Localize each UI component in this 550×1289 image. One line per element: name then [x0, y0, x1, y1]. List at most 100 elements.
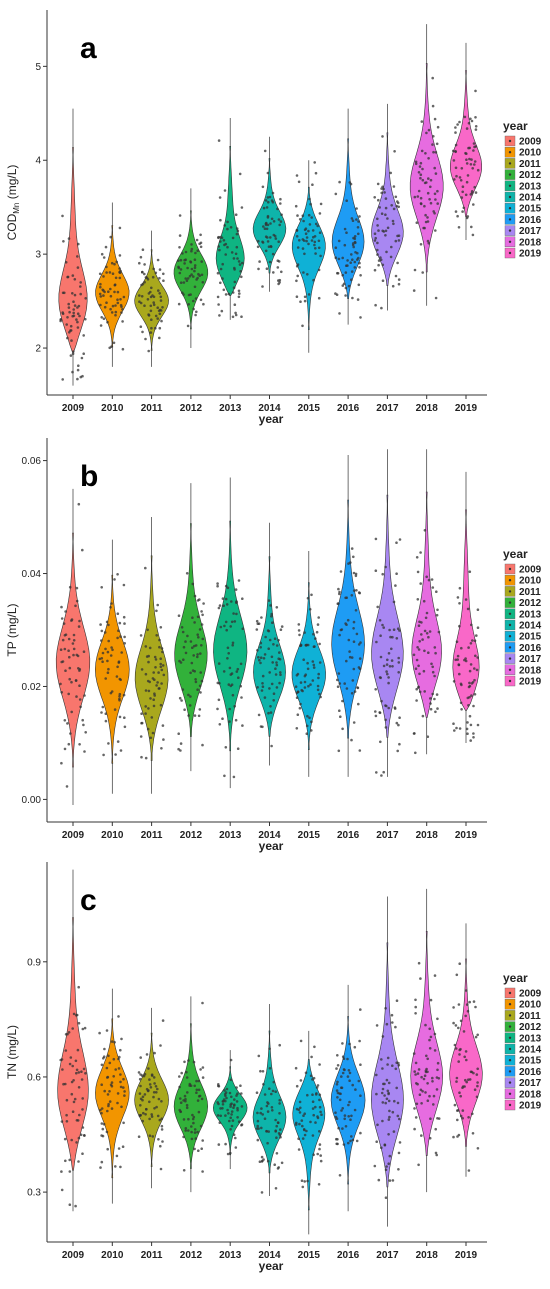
- data-point: [347, 1141, 350, 1145]
- data-point: [179, 742, 183, 745]
- data-point: [301, 689, 304, 693]
- data-point: [192, 275, 195, 278]
- data-point: [259, 661, 262, 665]
- data-point: [311, 1078, 314, 1081]
- data-point: [317, 616, 321, 619]
- data-point: [144, 689, 148, 692]
- data-point: [155, 634, 158, 637]
- data-point: [216, 271, 220, 275]
- data-point: [390, 647, 393, 651]
- data-point: [105, 301, 108, 305]
- data-point: [100, 711, 103, 714]
- data-point: [340, 1075, 343, 1078]
- data-point: [123, 1090, 126, 1093]
- data-point: [193, 1147, 196, 1151]
- data-point: [436, 1061, 440, 1065]
- data-point: [454, 658, 458, 662]
- data-point: [76, 266, 80, 269]
- legend-label: 2014: [519, 1045, 542, 1056]
- data-point: [265, 1130, 269, 1133]
- data-point: [337, 672, 341, 675]
- data-point: [100, 1083, 103, 1086]
- data-point: [347, 638, 351, 642]
- data-point: [197, 1079, 201, 1083]
- data-point: [388, 1179, 392, 1182]
- data-point: [240, 261, 244, 265]
- data-point: [152, 698, 155, 701]
- data-point: [279, 202, 282, 205]
- data-point: [196, 249, 199, 252]
- data-point: [265, 227, 269, 231]
- data-point: [161, 1019, 165, 1022]
- data-point: [414, 1116, 418, 1119]
- data-point: [455, 1076, 459, 1080]
- data-point: [187, 1117, 190, 1121]
- data-point: [63, 1137, 67, 1141]
- data-point: [153, 694, 156, 697]
- data-point: [316, 1152, 320, 1156]
- data-point: [377, 1178, 381, 1182]
- data-point: [229, 1058, 233, 1062]
- data-point: [317, 1183, 321, 1186]
- data-point: [273, 234, 277, 238]
- data-point: [356, 686, 360, 690]
- data-point: [75, 653, 79, 657]
- data-point: [414, 667, 418, 670]
- data-point: [265, 1104, 269, 1108]
- data-point: [259, 1111, 263, 1115]
- data-point: [119, 1165, 122, 1169]
- data-point: [270, 217, 274, 221]
- data-point: [268, 260, 272, 264]
- data-point: [140, 755, 143, 759]
- data-point: [196, 633, 199, 636]
- y-axis-title-unit: (mg/L): [5, 1025, 19, 1063]
- data-point: [309, 1074, 313, 1078]
- data-point: [151, 1135, 155, 1138]
- data-point: [75, 1071, 78, 1075]
- data-point: [256, 622, 260, 625]
- data-point: [359, 1008, 362, 1011]
- data-point: [374, 537, 378, 541]
- data-point: [435, 1153, 439, 1157]
- data-point: [393, 150, 396, 153]
- data-point: [419, 977, 422, 980]
- data-point: [454, 210, 458, 213]
- y-tick-label: 4: [35, 156, 41, 167]
- legend-dot: [508, 184, 512, 187]
- data-point: [71, 352, 75, 356]
- data-point: [385, 1078, 389, 1082]
- legend-label: 2012: [519, 170, 542, 181]
- x-tick-label: 2015: [298, 1250, 321, 1261]
- data-point: [352, 620, 356, 624]
- violin-body: [371, 132, 404, 286]
- data-point: [144, 705, 147, 708]
- data-point: [144, 645, 148, 648]
- legend-dot: [508, 646, 512, 649]
- data-point: [348, 655, 352, 659]
- data-point: [116, 573, 119, 576]
- data-point: [106, 1147, 109, 1151]
- data-point: [338, 709, 341, 712]
- data-point: [391, 1021, 394, 1024]
- data-point: [355, 632, 359, 636]
- data-point: [470, 191, 474, 195]
- data-point: [472, 142, 476, 145]
- legend-label: 2014: [519, 193, 542, 204]
- data-point: [342, 282, 346, 286]
- data-point: [199, 671, 202, 674]
- data-point: [269, 711, 273, 714]
- data-point: [100, 1122, 104, 1125]
- data-point: [431, 670, 435, 674]
- data-point: [123, 716, 126, 719]
- data-point: [461, 210, 464, 213]
- data-point: [104, 719, 108, 723]
- data-point: [238, 172, 242, 176]
- data-point: [414, 998, 417, 1002]
- data-point: [455, 640, 459, 643]
- data-point: [187, 693, 190, 697]
- data-point: [349, 1139, 352, 1143]
- data-point: [338, 1174, 342, 1177]
- x-tick-label: 2014: [258, 403, 281, 414]
- violin-body: [134, 1032, 169, 1167]
- data-point: [387, 676, 390, 679]
